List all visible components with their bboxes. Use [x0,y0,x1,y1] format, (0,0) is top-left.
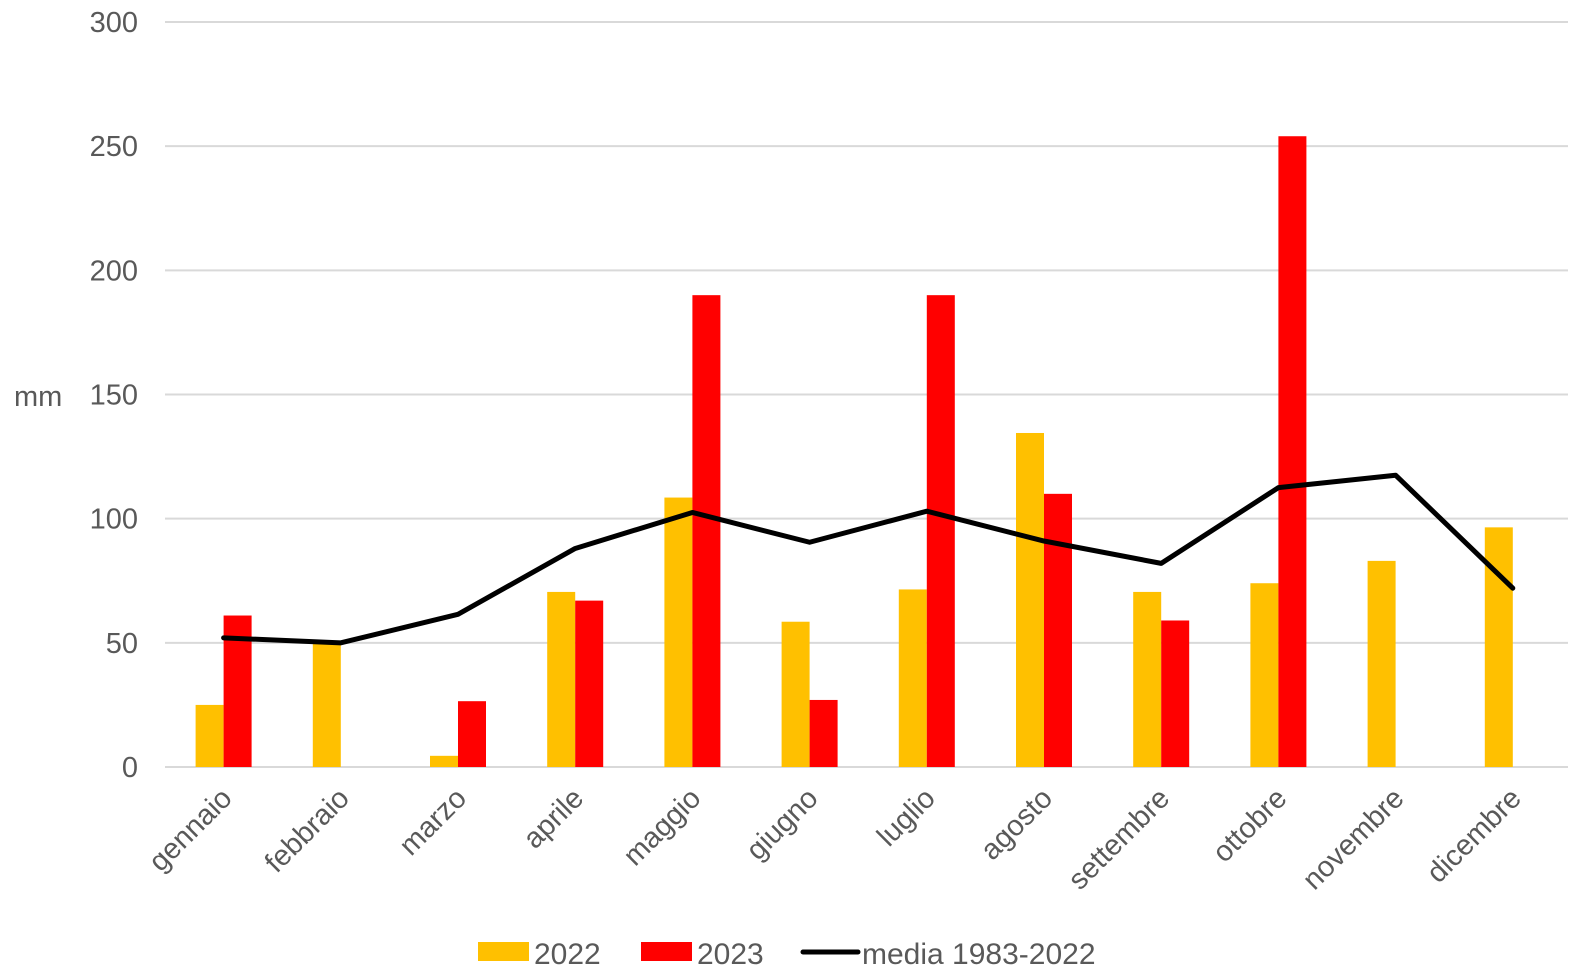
x-axis-ticks: gennaio febbraio marzo aprile maggio giugno lu… [143,782,1528,896]
bars [195,136,1513,767]
bar-2022-gennaio [195,704,224,767]
bar-2023-aprile [575,600,604,767]
bar-2022-aprile [547,591,576,767]
bar-2022-agosto [1016,432,1044,767]
y-tick-label: 250 [90,131,138,163]
bar-2022-giugno [781,621,810,767]
bar-2022-settembre [1133,591,1162,767]
y-tick-label: 300 [90,7,138,39]
y-tick-label: 50 [106,628,138,660]
x-tick-label: luglio [871,782,942,853]
bar-2023-settembre [1161,620,1190,767]
x-tick-label: aprile [517,782,590,855]
legend-swatch-2023 [641,942,692,961]
x-tick-label: marzo [393,782,473,862]
legend-label: media 1983-2022 [862,938,1096,971]
bar-2022-ottobre [1250,583,1279,767]
bar-2023-ottobre [1278,136,1307,767]
bar-2022-febbraio [312,642,341,767]
y-axis-label: mm [14,381,62,413]
bar-2022-novembre [1367,560,1396,767]
legend-label: 2023 [697,938,764,971]
x-tick-label: febbraio [259,782,356,879]
bar-2023-maggio [692,295,721,767]
x-tick-label: giugno [740,782,824,866]
x-tick-label: dicembre [1421,782,1528,889]
y-tick-label: 100 [90,504,138,536]
legend-swatch-2022 [478,942,529,961]
y-tick-label: 0 [122,752,138,784]
bar-2023-marzo [458,701,486,767]
bar-2022-marzo [430,755,458,767]
y-tick-label: 150 [90,380,138,412]
y-axis-ticks: 0 50 100 150 200 250 300 [90,7,138,784]
bar-2022-maggio [664,497,693,767]
y-tick-label: 200 [90,255,138,287]
x-tick-label: settembre [1062,782,1176,896]
average-line [221,472,1516,646]
x-tick-label: gennaio [143,782,239,878]
bar-2022-luglio [898,589,927,767]
bar-2023-luglio [926,295,955,767]
average-line-group [221,472,1516,646]
x-tick-label: maggio [617,782,707,872]
bar-2023-giugno [809,699,838,767]
legend: 2022 2023 media 1983-2022 [478,938,1096,971]
x-tick-label: agosto [975,782,1059,866]
legend-label: 2022 [534,938,601,971]
x-tick-label: ottobre [1207,782,1293,868]
bar-2023-agosto [1044,493,1072,767]
gridlines [165,21,1568,768]
x-tick-label: novembre [1297,782,1411,896]
